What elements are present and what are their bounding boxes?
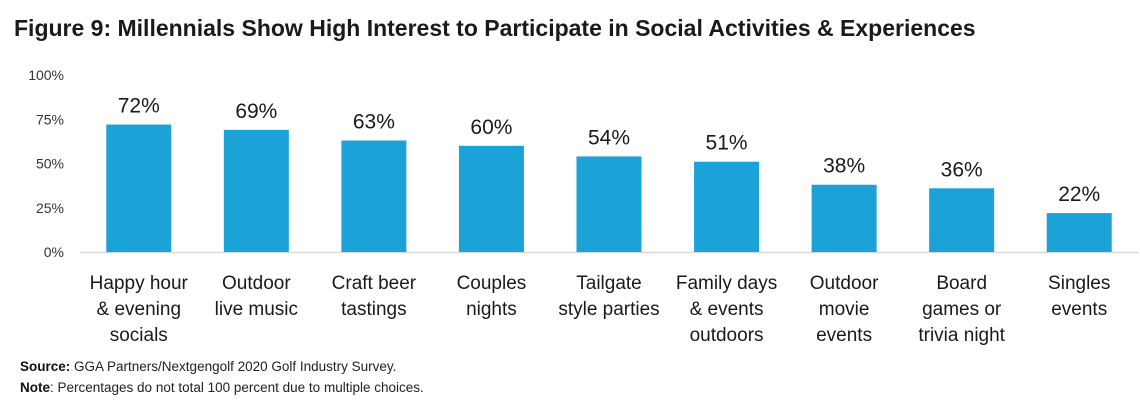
note-text: : Percentages do not total 100 percent d…: [50, 380, 424, 395]
bar: [929, 188, 995, 252]
bar: [106, 124, 172, 252]
category-label: Outdoor movie events: [810, 273, 879, 346]
bar: [223, 129, 289, 252]
category-label: Family days & events outdoors: [676, 273, 777, 346]
note-label: Note: [20, 380, 50, 395]
category-label: Tailgate style parties: [558, 273, 659, 320]
y-tick-label: 25%: [36, 200, 64, 216]
source-footnote: Source: GGA Partners/Nextgengolf 2020 Go…: [20, 359, 396, 374]
bar: [341, 140, 407, 252]
y-tick-label: 75%: [36, 111, 64, 127]
category-label: Craft beer tastings: [332, 273, 417, 320]
data-label: 69%: [235, 100, 277, 123]
data-label: 54%: [588, 126, 630, 149]
data-label: 63%: [353, 110, 395, 133]
source-label: Source:: [20, 359, 71, 374]
category-label: Singles events: [1048, 273, 1110, 320]
category-label: Outdoor live music: [215, 273, 298, 320]
category-label: Couples nights: [457, 273, 527, 320]
data-label: 36%: [941, 158, 983, 181]
category-label: Board games or trivia night: [918, 273, 1005, 346]
y-tick-label: 50%: [36, 156, 64, 172]
y-tick-label: 100%: [28, 67, 64, 83]
y-tick-label: 0%: [44, 244, 64, 260]
bar: [694, 161, 760, 252]
bar: [811, 184, 877, 252]
data-label: 72%: [118, 95, 160, 118]
note-footnote: Note: Percentages do not total 100 perce…: [20, 380, 424, 395]
data-label: 22%: [1058, 183, 1100, 206]
data-label: 60%: [470, 116, 512, 139]
category-label: Happy hour & evening socials: [90, 273, 189, 346]
bar: [1046, 213, 1112, 252]
data-label: 38%: [823, 155, 865, 178]
source-text: GGA Partners/Nextgengolf 2020 Golf Indus…: [70, 359, 397, 374]
bar: [458, 145, 524, 252]
chart-title: Figure 9: Millennials Show High Interest…: [14, 15, 976, 41]
bar: [576, 156, 642, 252]
data-label: 51%: [706, 132, 748, 155]
